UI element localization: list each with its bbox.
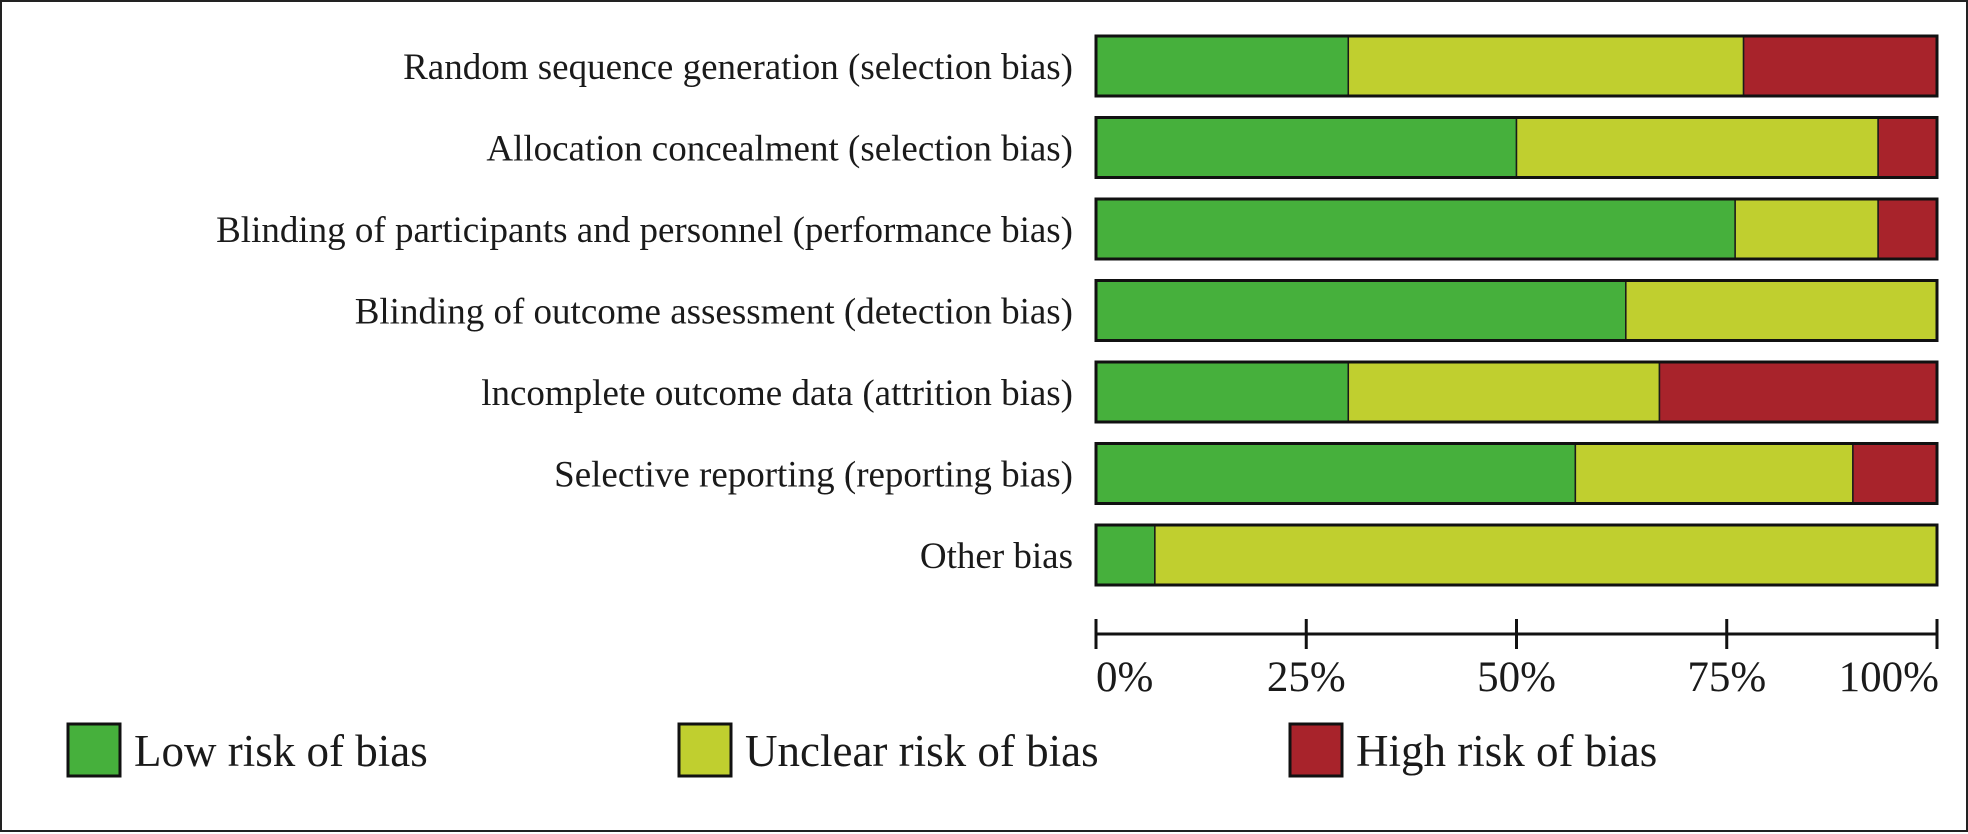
bar-segment <box>1574 442 1854 505</box>
x-axis: 0% 25% 50% 75% 100% <box>1094 619 1939 701</box>
bar-segment <box>1095 35 1350 97</box>
bar-segment <box>1515 116 1879 179</box>
bar-segment <box>1852 442 1938 505</box>
category-label: lncomplete outcome data (attrition bias) <box>481 373 1073 414</box>
bar-outline <box>1094 523 1939 587</box>
bar-segment <box>1095 442 1577 505</box>
category-labels: Random sequence generation (selection bi… <box>216 47 1073 577</box>
category-label: Selective reporting (reporting bias) <box>554 455 1073 496</box>
legend-label: Unclear risk of bias <box>745 726 1099 776</box>
bar-segment <box>1347 361 1661 423</box>
bar-segment <box>1877 116 1938 179</box>
bar-outline <box>1094 279 1939 342</box>
category-label: Allocation concealment (selection bias) <box>486 129 1073 170</box>
bar-segment <box>1658 361 1938 423</box>
bar-segment <box>1095 524 1156 586</box>
bar-outline <box>1094 442 1939 505</box>
category-label: Random sequence generation (selection bi… <box>403 47 1073 88</box>
bar-segment <box>1095 361 1350 423</box>
x-tick-label: 25% <box>1267 654 1346 701</box>
bar-segment <box>1154 524 1938 586</box>
category-label: Blinding of outcome assessment (detectio… <box>355 292 1073 333</box>
category-label: Other bias <box>920 536 1073 577</box>
bar-outline <box>1094 197 1939 261</box>
legend-swatch <box>677 722 733 778</box>
bar-segment <box>1095 116 1518 179</box>
legend-label: High risk of bias <box>1356 726 1657 776</box>
bar-segment <box>1095 198 1736 260</box>
x-tick-label: 50% <box>1477 654 1556 701</box>
legend-label: Low risk of bias <box>134 726 428 776</box>
legend: Low risk of bias Unclear risk of bias High… <box>66 722 1657 778</box>
bar-segment <box>1877 198 1938 260</box>
x-tick-label: 0% <box>1096 654 1153 701</box>
category-label: Blinding of participants and personnel (… <box>216 210 1073 251</box>
legend-swatch <box>66 722 122 778</box>
legend-swatch <box>1288 722 1344 778</box>
bar-outline <box>1094 360 1939 424</box>
x-tick-label: 75% <box>1687 654 1766 701</box>
x-tick-label: 100% <box>1839 654 1939 701</box>
bar-segment <box>1625 279 1938 342</box>
bar-segment <box>1347 35 1745 97</box>
bar-segment <box>1742 35 1938 97</box>
bar-outline <box>1094 34 1939 98</box>
bar-segment <box>1095 279 1627 342</box>
bars-layer <box>1094 34 1939 587</box>
bar-segment <box>1734 198 1879 260</box>
bar-outline <box>1094 116 1939 179</box>
